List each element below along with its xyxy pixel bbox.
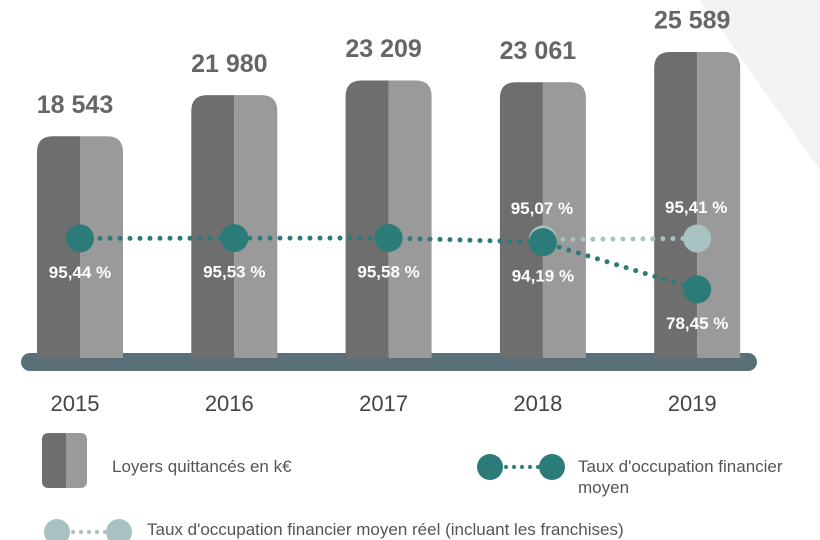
x-tick-label: 2016 <box>205 391 254 416</box>
bar-right <box>542 82 586 358</box>
series-point <box>528 228 557 257</box>
series-line <box>540 236 700 243</box>
legend-label: Taux d'occupation financier moyen réel (… <box>147 520 624 539</box>
bar-left <box>499 82 543 358</box>
bar-value-label: 21 980 <box>191 50 267 78</box>
bar-left <box>191 95 235 358</box>
point-label: 95,58 % <box>357 262 419 281</box>
x-tick-label: 2017 <box>359 391 408 416</box>
legend-label: Loyers quittancés en k€ <box>112 457 292 476</box>
bar-left <box>345 80 389 359</box>
bar-right <box>234 95 278 358</box>
legend-dot <box>44 519 70 540</box>
bar-value-label: 25 589 <box>654 7 730 35</box>
series-point <box>66 224 94 253</box>
point-label: 94,19 % <box>512 267 574 286</box>
legend-label: Taux d'occupation financier moyen <box>578 457 783 497</box>
point-label: 95,44 % <box>49 263 111 282</box>
legend-dot <box>106 519 132 540</box>
point-label: 78,45 % <box>666 314 728 333</box>
legend-dot <box>477 454 503 480</box>
bar-value-label: 18 543 <box>37 91 113 119</box>
series-point <box>374 224 403 252</box>
legend-bar-light <box>62 433 87 488</box>
bar-left <box>37 136 80 358</box>
x-tick-label: 2015 <box>51 391 100 416</box>
series-point <box>683 275 712 304</box>
bar-right <box>80 136 123 358</box>
point-label: 95,07 % <box>511 199 573 218</box>
x-tick-label: 2019 <box>668 391 717 416</box>
background-shape <box>700 0 820 170</box>
legend-bar-dark <box>42 433 65 488</box>
point-label: 95,41 % <box>665 198 727 217</box>
legend-dot <box>539 454 565 480</box>
point-label: 95,53 % <box>203 263 265 282</box>
bar-value-label: 23 209 <box>345 35 421 63</box>
legend-bar-dark <box>60 433 66 488</box>
series-point <box>683 224 712 253</box>
bar-right <box>388 80 432 359</box>
bar-value-label: 23 061 <box>500 37 577 65</box>
series-point <box>220 224 249 253</box>
x-tick-label: 2018 <box>513 391 562 416</box>
